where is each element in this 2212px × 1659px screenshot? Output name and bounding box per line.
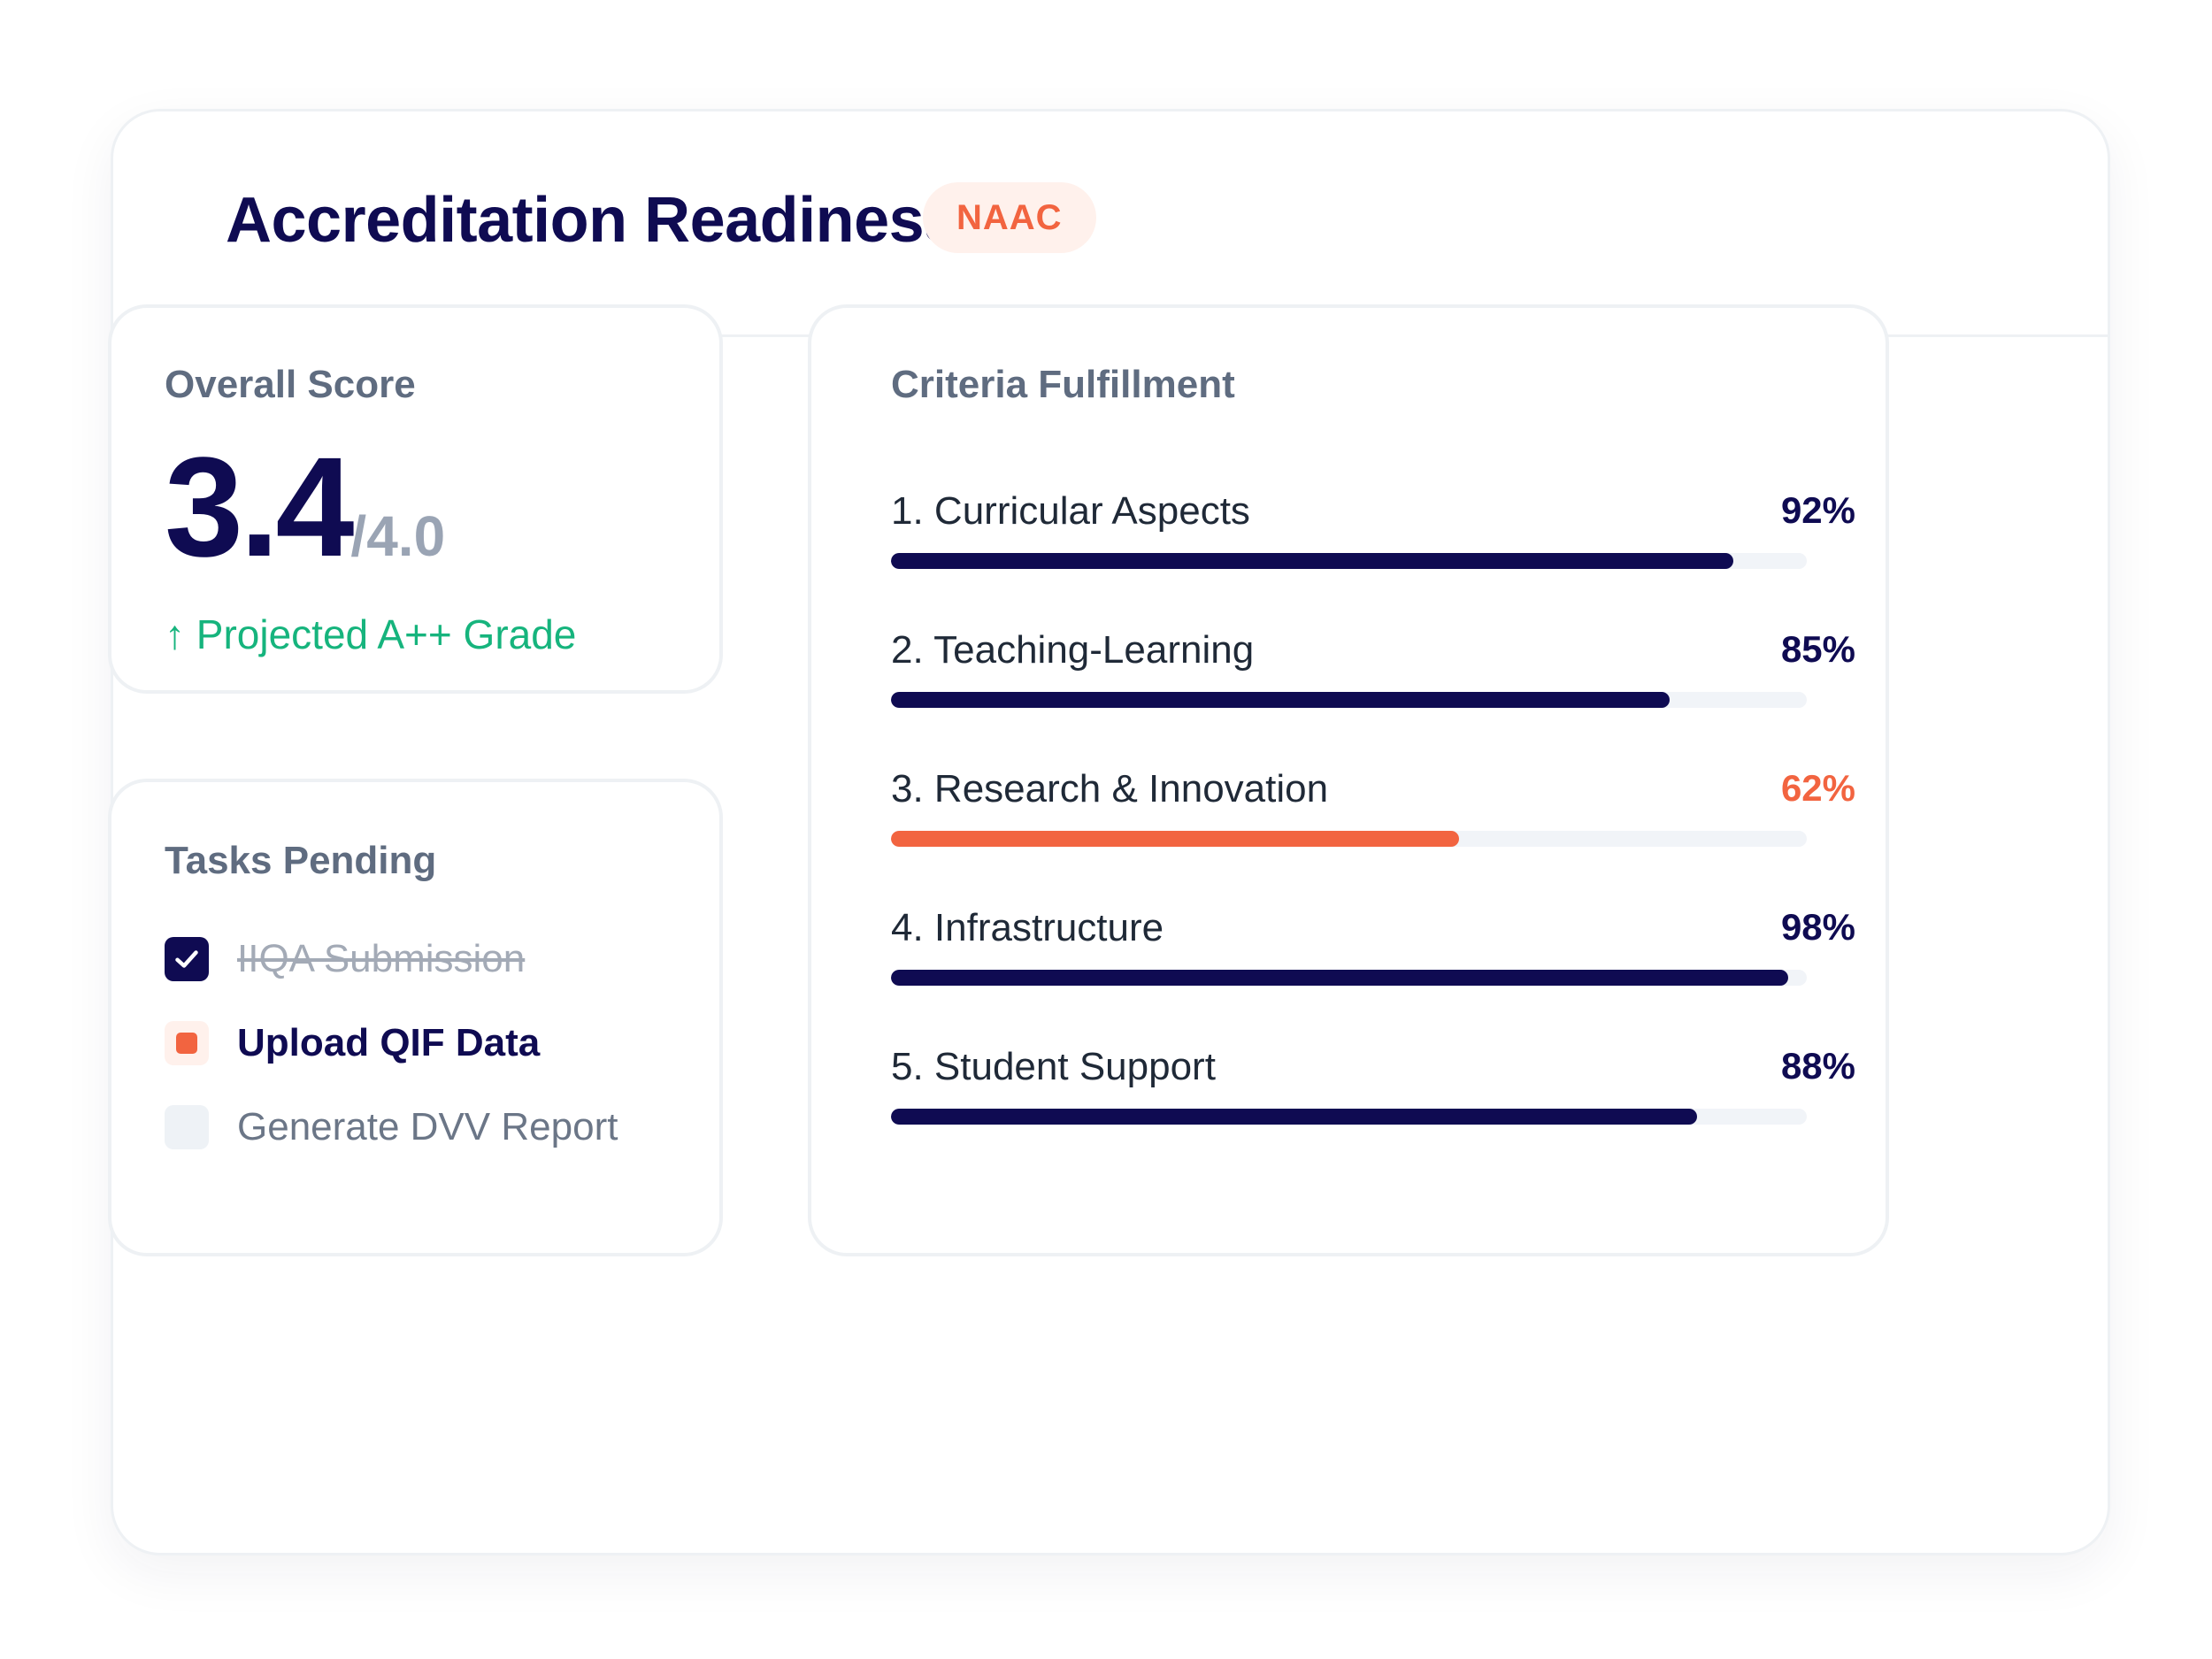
criterion-percent: 98% xyxy=(1780,906,1855,948)
criterion-label: 4. Infrastructure xyxy=(891,906,1164,949)
progress-fill xyxy=(891,970,1789,986)
task-checkbox-unchecked[interactable] xyxy=(165,1105,209,1149)
criterion-label: 3. Research & Innovation xyxy=(891,767,1329,810)
progress-track xyxy=(891,970,1807,986)
task-label: Upload QIF Data xyxy=(237,1021,541,1064)
score-row: 3.4/4.0 xyxy=(165,436,445,578)
score-max: /4.0 xyxy=(350,504,446,568)
progress-track xyxy=(891,1109,1807,1125)
criterion-percent: 85% xyxy=(1780,628,1855,670)
criterion-percent: 62% xyxy=(1780,767,1855,809)
tasks-pending-title: Tasks Pending xyxy=(165,839,437,882)
task-item-dvv[interactable]: Generate DVV Report xyxy=(165,1101,618,1154)
task-label: Generate DVV Report xyxy=(237,1105,618,1148)
progress-fill xyxy=(891,1109,1697,1125)
card-header: Accreditation Readiness NAAC xyxy=(113,111,2108,337)
page-title: Accreditation Readiness xyxy=(226,185,959,256)
criterion-label: 2. Teaching-Learning xyxy=(891,628,1255,672)
task-checkbox-checked[interactable] xyxy=(165,937,209,981)
in-progress-indicator xyxy=(176,1033,197,1054)
criterion-percent: 92% xyxy=(1780,489,1855,531)
criterion-row: 3. Research & Innovation 62% xyxy=(891,767,1855,856)
progress-fill xyxy=(891,692,1670,708)
task-item-qif[interactable]: Upload QIF Data xyxy=(165,1017,540,1070)
criterion-row: 5. Student Support 88% xyxy=(891,1045,1855,1133)
check-icon xyxy=(175,950,198,968)
overall-score-panel: Overall Score 3.4/4.0 ↑ Projected A++ Gr… xyxy=(108,304,723,694)
progress-track xyxy=(891,553,1807,569)
task-label: IIQA Submission xyxy=(237,937,526,980)
score-value: 3.4 xyxy=(165,427,354,586)
progress-track xyxy=(891,692,1807,708)
progress-fill xyxy=(891,831,1459,847)
criterion-row: 4. Infrastructure 98% xyxy=(891,906,1855,995)
tasks-pending-panel: Tasks Pending IIQA Submission Upload QIF… xyxy=(108,779,723,1256)
progress-fill xyxy=(891,553,1734,569)
projected-grade: ↑ Projected A++ Grade xyxy=(165,611,577,657)
criterion-row: 2. Teaching-Learning 85% xyxy=(891,628,1855,717)
criterion-row: 1. Curricular Aspects 92% xyxy=(891,489,1855,578)
criterion-label: 5. Student Support xyxy=(891,1045,1216,1088)
progress-track xyxy=(891,831,1807,847)
criterion-percent: 88% xyxy=(1780,1045,1855,1087)
criterion-label: 1. Curricular Aspects xyxy=(891,489,1250,533)
task-checkbox-in-progress[interactable] xyxy=(165,1021,209,1065)
criteria-fulfillment-title: Criteria Fulfillment xyxy=(891,363,1235,406)
naac-badge: NAAC xyxy=(923,182,1096,253)
criteria-fulfillment-panel: Criteria Fulfillment 1. Curricular Aspec… xyxy=(808,304,1889,1256)
task-item-iiqa[interactable]: IIQA Submission xyxy=(165,933,525,986)
overall-score-title: Overall Score xyxy=(165,363,416,406)
